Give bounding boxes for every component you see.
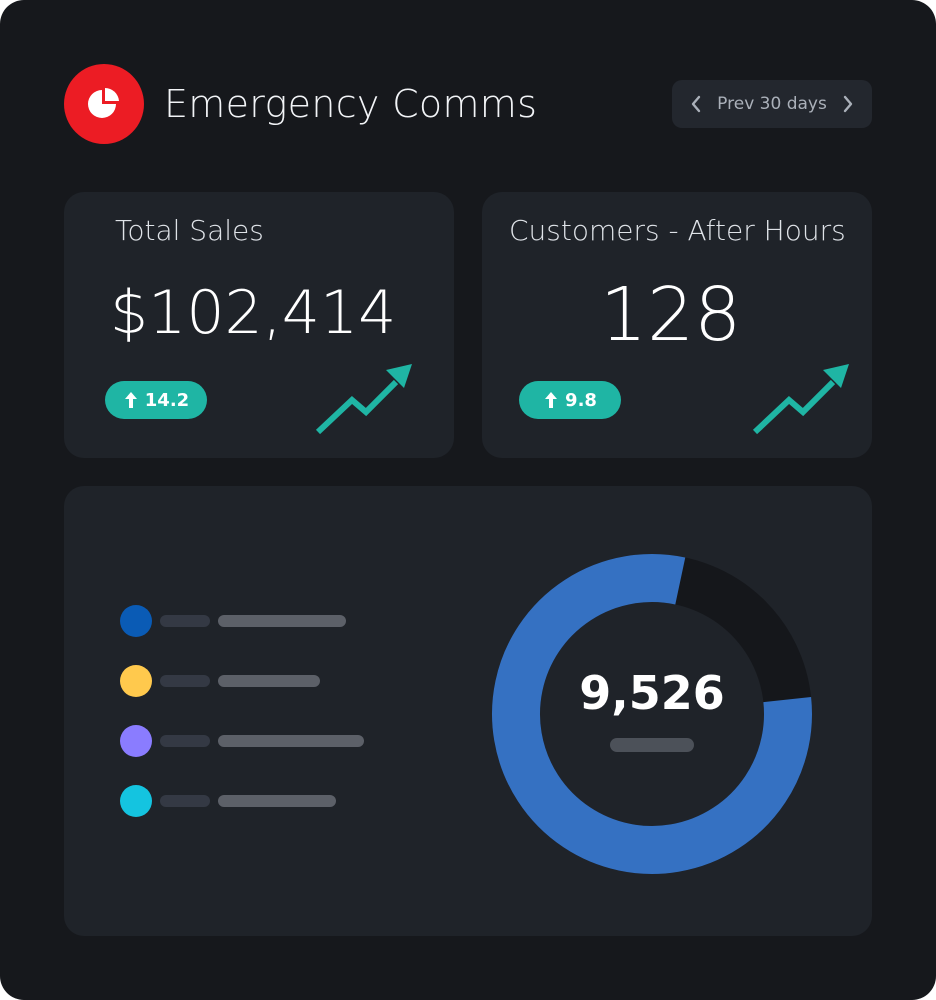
date-range-picker[interactable]: Prev 30 days <box>672 80 872 128</box>
date-range-label: Prev 30 days <box>717 94 827 114</box>
legend-dot <box>120 785 152 817</box>
donut-sublabel-placeholder <box>610 738 694 752</box>
customers-value: 128 <box>600 272 742 358</box>
chevron-left-icon[interactable] <box>685 93 707 115</box>
delta-badge: 14.2 <box>105 381 207 419</box>
trend-up-icon <box>753 364 849 435</box>
customers-after-hours-card[interactable]: Customers - After Hours 128 9.8 <box>482 192 872 458</box>
legend-placeholder-short <box>160 615 210 627</box>
arrow-up-icon <box>543 390 559 410</box>
legend-item[interactable] <box>120 665 364 697</box>
legend-dot <box>120 725 152 757</box>
legend-item[interactable] <box>120 725 364 757</box>
legend <box>120 605 364 846</box>
chevron-right-icon[interactable] <box>837 93 859 115</box>
donut-chart[interactable] <box>482 544 822 884</box>
legend-dot <box>120 605 152 637</box>
legend-placeholder-short <box>160 795 210 807</box>
trend-up-icon <box>316 364 412 435</box>
delta-value: 9.8 <box>565 389 597 411</box>
pie-chart-icon <box>64 64 144 144</box>
card-title: Customers - After Hours <box>509 214 846 247</box>
delta-badge: 9.8 <box>519 381 621 419</box>
legend-placeholder-short <box>160 735 210 747</box>
donut-total-value: 9,526 <box>579 666 725 720</box>
total-sales-card[interactable]: Total Sales $102,414 14.2 <box>64 192 454 458</box>
app-title: Emergency Comms <box>164 82 538 126</box>
delta-value: 14.2 <box>144 389 190 411</box>
legend-placeholder-long <box>218 675 320 687</box>
breakdown-card: 9,526 <box>64 486 872 936</box>
legend-placeholder-long <box>218 795 336 807</box>
arrow-up-icon <box>123 390 139 410</box>
legend-dot <box>120 665 152 697</box>
legend-item[interactable] <box>120 605 364 637</box>
legend-item[interactable] <box>120 785 364 817</box>
legend-placeholder-long <box>218 735 364 747</box>
legend-placeholder-long <box>218 615 346 627</box>
card-title: Total Sales <box>115 214 264 247</box>
legend-placeholder-short <box>160 675 210 687</box>
total-sales-value: $102,414 <box>110 278 397 348</box>
donut-center: 9,526 <box>482 544 822 884</box>
header: Emergency Comms <box>64 64 537 144</box>
